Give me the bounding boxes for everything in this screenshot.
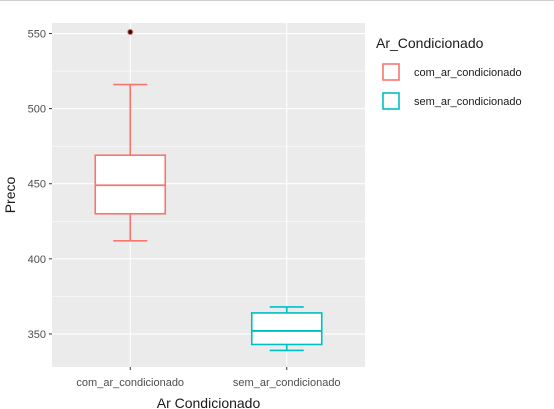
x-tick-label: sem_ar_condicionado xyxy=(233,377,341,389)
x-axis: com_ar_condicionado sem_ar_condicionado xyxy=(76,367,341,389)
legend-entry-com_ar_condicionado: com_ar_condicionado xyxy=(382,63,522,81)
x-tick-label: com_ar_condicionado xyxy=(76,377,184,389)
box-sem_ar_condicionado xyxy=(250,306,323,352)
y-tick-label: 550 xyxy=(28,29,46,41)
y-tick-label: 500 xyxy=(28,104,46,116)
legend-label: com_ar_condicionado xyxy=(414,67,522,79)
y-axis-title: Preco xyxy=(2,177,18,214)
outlier-point xyxy=(127,28,134,36)
legend: Ar_Condicionado com_ar_condicionado sem_a… xyxy=(376,35,522,110)
box-series xyxy=(94,28,323,352)
y-axis: 350 400 450 500 550 xyxy=(28,29,52,341)
y-tick-label: 400 xyxy=(28,254,46,266)
legend-key xyxy=(382,63,400,81)
legend-label: sem_ar_condicionado xyxy=(414,96,522,108)
box-com_ar_condicionado xyxy=(94,28,167,242)
legend-title: Ar_Condicionado xyxy=(376,35,484,51)
y-tick-label: 350 xyxy=(28,329,46,341)
minor-gridlines xyxy=(52,70,365,297)
legend-entry-sem_ar_condicionado: sem_ar_condicionado xyxy=(382,92,522,110)
legend-key xyxy=(382,92,400,110)
y-tick-label: 450 xyxy=(28,179,46,191)
box-iqr xyxy=(250,312,323,346)
x-axis-title: Ar Condicionado xyxy=(157,395,261,409)
window-top-border xyxy=(0,0,554,1)
